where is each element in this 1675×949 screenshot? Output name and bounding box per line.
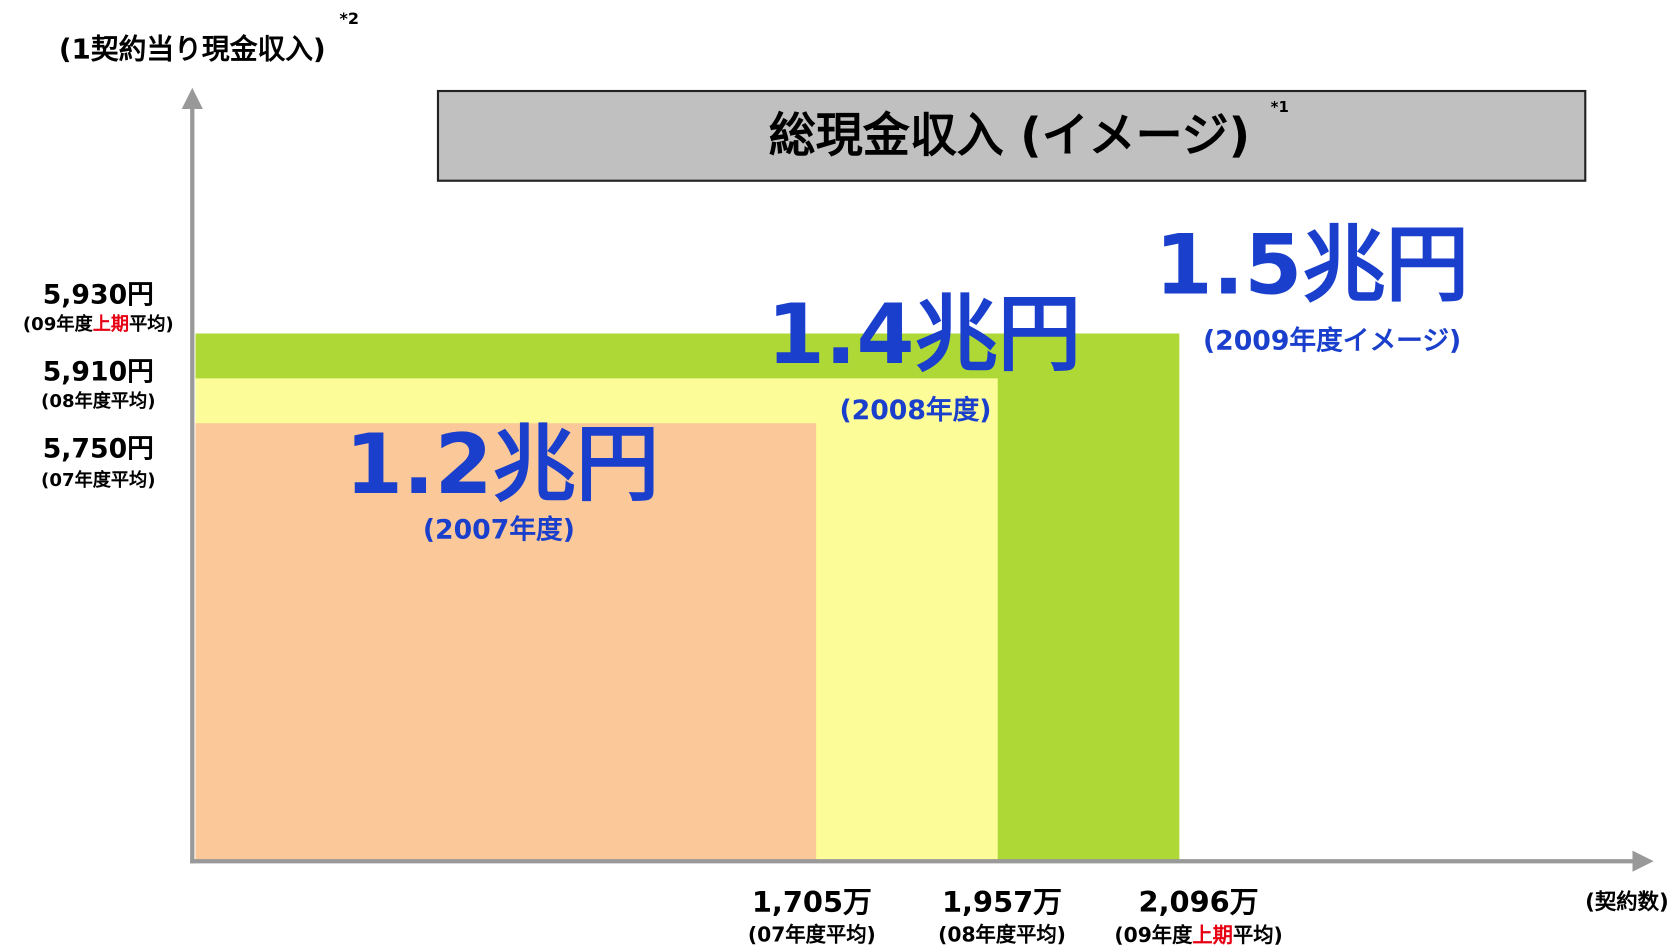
note-mark: *1 [1271,98,1289,116]
note-mark: *2 [340,9,360,28]
x-label: 1,957万 [942,885,1062,919]
y-label: 5,910円 [43,357,154,388]
area-year: (2008年度) [839,395,991,426]
area-total: 1.5兆円 [1155,216,1469,313]
y-label: 5,930円 [43,280,154,311]
area-total: 1.2兆円 [345,416,659,513]
area-total: 1.4兆円 [767,286,1081,383]
x-label: 2,096万 [1139,885,1259,919]
area-year: (2009年度イメージ) [1203,326,1461,357]
x-label-sub: (08年度平均) [938,922,1066,946]
area-year: (2007年度) [423,515,575,546]
x-label-sub: (07年度平均) [748,922,876,946]
y-label-sub: (09年度上期平均) [23,313,174,335]
y-label-sub: (07年度平均) [41,469,156,491]
area-2007 [195,423,817,862]
title: 総現金収入 (イメージ) [769,109,1250,164]
title-box [436,89,1587,182]
y-label-sub: (08年度平均) [41,390,156,412]
y-label: 5,750円 [43,433,154,464]
y-axis-label: (1契約当り現金収入) [59,32,326,65]
x-axis-label: (契約数) [1585,889,1669,915]
x-label-sub: (09年度上期平均) [1114,922,1282,946]
x-label: 1,705万 [752,885,872,919]
